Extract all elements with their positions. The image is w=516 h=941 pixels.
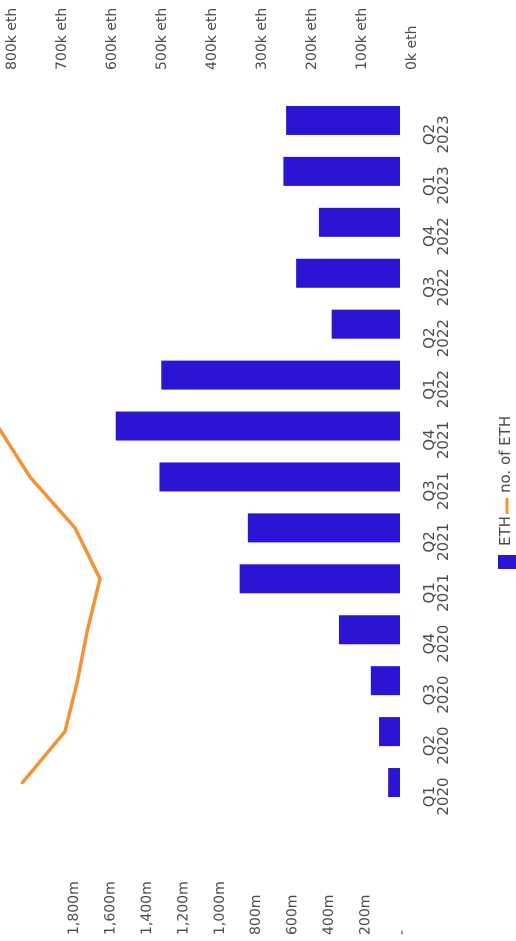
category-year-label: 2022 xyxy=(434,268,452,306)
no-of-eth-line-group xyxy=(0,426,102,785)
right-axis-ticks: 800k eth 700k eth 600k eth 500k eth 400k eth… xyxy=(4,8,420,70)
no-of-eth-line xyxy=(0,426,102,785)
category-year-label: 2022 xyxy=(434,370,452,408)
category-year-label: 2020 xyxy=(434,727,452,765)
category-quarter-label: Q3 xyxy=(420,277,438,298)
category-quarter-label: Q4 xyxy=(420,226,438,247)
left-tick-label: 1,000m xyxy=(212,881,228,935)
category-year-label: 2023 xyxy=(434,166,452,204)
left-tick-label: 1,800m xyxy=(66,881,82,935)
eth-bar xyxy=(239,564,400,594)
category-year-label: 2020 xyxy=(434,676,452,714)
category-quarter-label: Q2 xyxy=(420,531,438,552)
eth-bar xyxy=(296,258,400,288)
eth-bar xyxy=(331,309,400,339)
eth-bar xyxy=(247,513,400,543)
legend-eth-label: ETH xyxy=(496,516,514,546)
category-year-label: 2021 xyxy=(434,421,452,459)
category-quarter-label: Q3 xyxy=(420,480,438,501)
category-year-label: 2020 xyxy=(434,777,452,815)
left-tick-label: 400m xyxy=(321,895,337,935)
legend-eth-swatch xyxy=(498,555,516,569)
left-tick-label: 1,200m xyxy=(175,881,191,935)
category-quarter-label: Q4 xyxy=(420,633,438,654)
left-axis-ticks: 1,800m 1,600m 1,400m 1,200m 1,000m 800m 600m 40… xyxy=(66,881,410,935)
category-year-label: 2022 xyxy=(434,217,452,255)
legend-no-of-eth-label: no. of ETH xyxy=(496,416,514,493)
left-tick-label: 1,400m xyxy=(139,881,155,935)
left-tick-label: 800m xyxy=(248,895,264,935)
right-tick-label: 700k eth xyxy=(54,8,70,70)
category-quarter-label: Q3 xyxy=(420,684,438,705)
right-tick-label: 200k eth xyxy=(304,8,320,70)
eth-bar xyxy=(159,462,400,492)
legend: ETH no. of ETH xyxy=(496,416,516,569)
right-tick-label: 0k eth xyxy=(404,26,420,70)
category-year-label: 2021 xyxy=(434,472,452,510)
category-quarter-label: Q4 xyxy=(420,429,438,450)
category-labels: Q12020Q22020Q32020Q42020Q12021Q22021Q320… xyxy=(420,115,452,815)
eth-bar xyxy=(115,411,400,441)
eth-bar xyxy=(286,105,400,135)
left-tick-label: 600m xyxy=(285,895,301,935)
category-quarter-label: Q2 xyxy=(420,735,438,756)
category-quarter-label: Q2 xyxy=(420,327,438,348)
category-quarter-label: Q1 xyxy=(420,582,438,603)
eth-bar xyxy=(370,666,400,696)
eth-bar xyxy=(388,768,400,798)
right-tick-label: 100k eth xyxy=(354,8,370,70)
right-tick-label: 300k eth xyxy=(254,8,270,70)
category-quarter-label: Q1 xyxy=(420,378,438,399)
category-year-label: 2021 xyxy=(434,574,452,612)
right-tick-label: 500k eth xyxy=(154,8,170,70)
category-year-label: 2022 xyxy=(434,319,452,357)
eth-bar xyxy=(161,360,400,390)
category-year-label: 2023 xyxy=(434,115,452,153)
left-tick-label: - xyxy=(394,930,410,935)
eth-bar xyxy=(283,156,400,186)
category-year-label: 2021 xyxy=(434,523,452,561)
right-tick-label: 600k eth xyxy=(104,8,120,70)
left-tick-label: 1,600m xyxy=(102,881,118,935)
category-quarter-label: Q1 xyxy=(420,786,438,807)
eth-bar xyxy=(379,717,400,747)
category-quarter-label: Q1 xyxy=(420,175,438,196)
category-quarter-label: Q2 xyxy=(420,124,438,145)
right-tick-label: 400k eth xyxy=(204,8,220,70)
left-tick-label: 200m xyxy=(358,895,374,935)
right-tick-label: 800k eth xyxy=(4,8,20,70)
eth-bars xyxy=(115,105,400,798)
eth-bar xyxy=(338,615,400,645)
eth-bar xyxy=(318,207,400,237)
category-year-label: 2020 xyxy=(434,625,452,663)
